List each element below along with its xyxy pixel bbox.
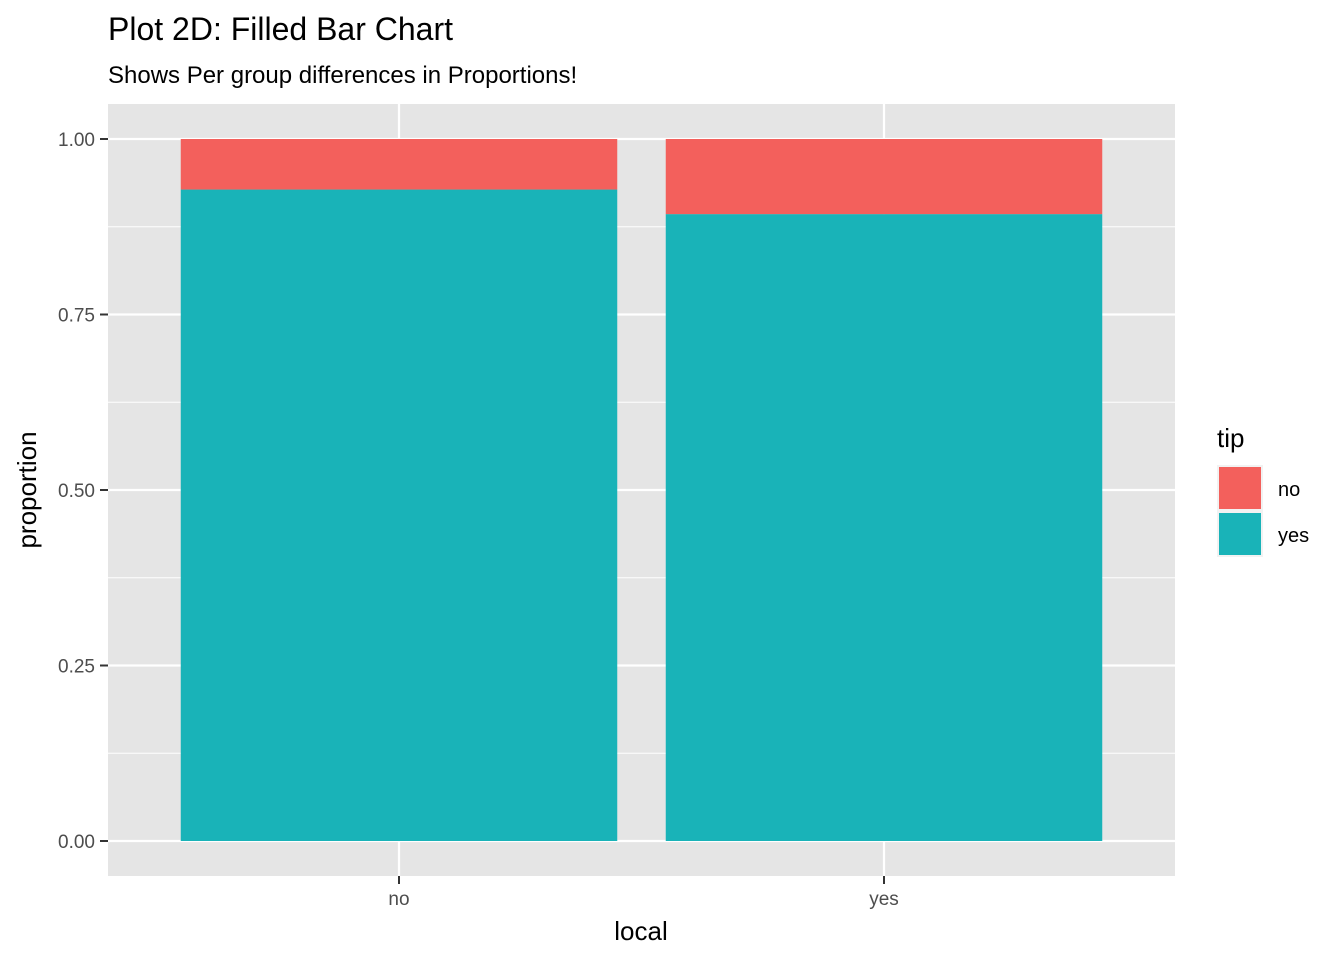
x-tick-label: no [388, 889, 409, 910]
y-tick-label: 0.75 [58, 306, 95, 327]
bar-no-no [180, 139, 618, 190]
x-tick-label: yes [869, 889, 899, 910]
legend-label-no: no [1278, 479, 1300, 501]
y-tick-label: 0.00 [58, 832, 95, 853]
bars [180, 139, 1103, 841]
bar-yes-no [180, 189, 618, 841]
bar-no-yes [665, 139, 1103, 215]
chart-subtitle: Shows Per group differences in Proportio… [108, 62, 577, 89]
legend-swatch-no [1219, 467, 1261, 509]
y-tick-label: 0.50 [58, 481, 95, 502]
legend-swatch-yes [1219, 513, 1261, 555]
legend-title: tip [1217, 423, 1244, 453]
chart-title: Plot 2D: Filled Bar Chart [108, 11, 453, 47]
x-axis-title: local [614, 916, 667, 946]
y-axis-title: proportion [12, 431, 42, 548]
x-axis: no yes [388, 876, 899, 910]
legend: tip no yes [1217, 423, 1309, 557]
bar-yes-yes [665, 214, 1103, 841]
y-tick-label: 0.25 [58, 657, 95, 678]
y-tick-label: 1.00 [58, 130, 95, 151]
legend-label-yes: yes [1278, 525, 1309, 547]
y-axis: 0.00 0.25 0.50 0.75 1.00 [58, 130, 108, 853]
